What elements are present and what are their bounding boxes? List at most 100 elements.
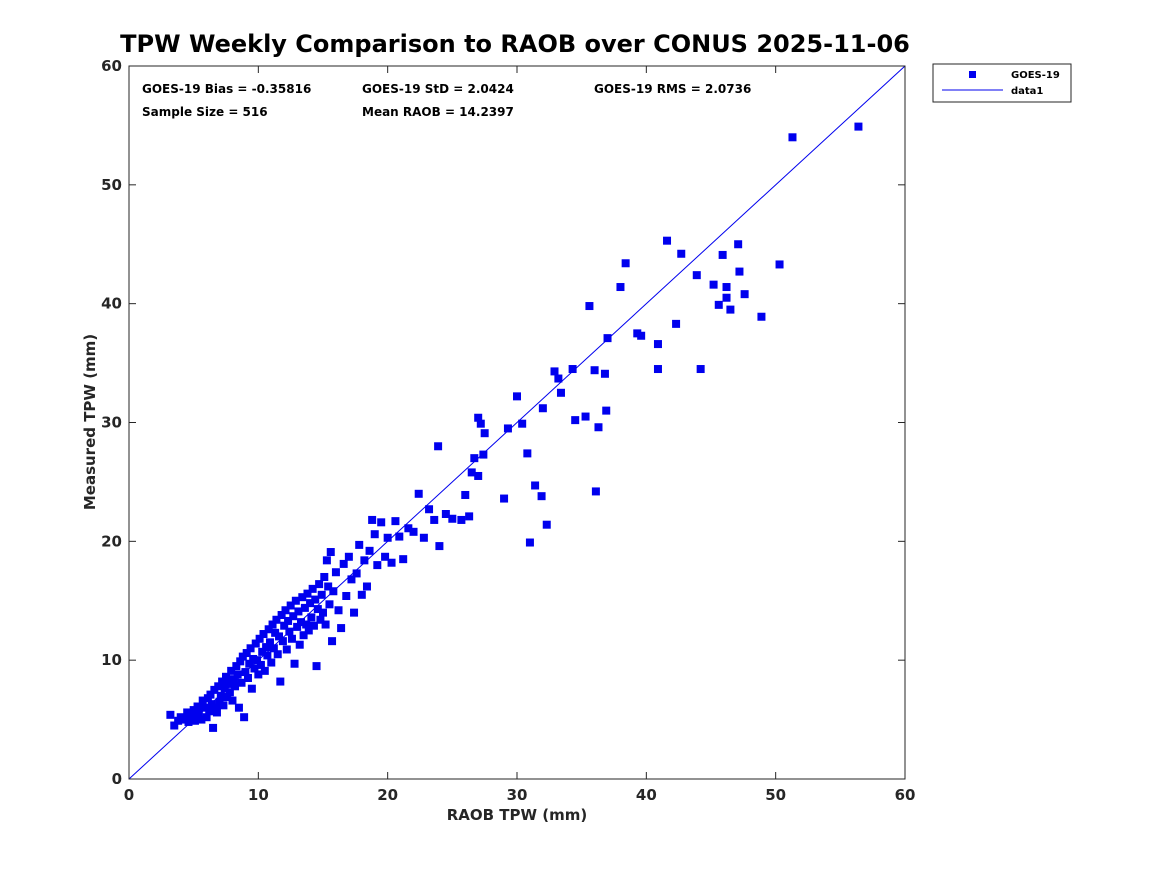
data-point — [229, 675, 238, 684]
data-point — [254, 670, 263, 679]
data-point — [328, 637, 337, 646]
data-point — [503, 424, 512, 433]
data-point — [419, 533, 428, 542]
data-point — [537, 492, 546, 501]
legend: GOES-19 data1 — [932, 63, 1072, 103]
data-point — [187, 712, 196, 721]
data-point — [480, 429, 489, 438]
data-point — [414, 489, 423, 498]
x-tick-label: 60 — [895, 786, 916, 804]
data-point — [206, 690, 215, 699]
data-point — [256, 660, 265, 669]
data-point — [383, 533, 392, 542]
data-point — [267, 658, 276, 667]
sample-size-annotation: Sample Size = 516 — [142, 105, 268, 119]
data-point — [325, 600, 334, 609]
data-point — [303, 589, 312, 598]
data-point — [347, 575, 356, 584]
data-point — [556, 388, 565, 397]
data-point — [523, 449, 532, 458]
scatter-points — [166, 122, 863, 732]
data-point — [282, 645, 291, 654]
data-point — [250, 664, 259, 673]
data-point — [166, 710, 175, 719]
data-point — [232, 662, 241, 671]
data-point — [513, 392, 521, 401]
data-point — [663, 236, 672, 245]
data-point — [722, 293, 731, 302]
data-point — [448, 514, 457, 523]
data-point — [500, 494, 509, 503]
data-point — [214, 682, 223, 691]
data-point — [242, 649, 251, 658]
data-point — [600, 369, 609, 378]
data-point — [262, 643, 271, 652]
data-point — [591, 487, 600, 496]
data-point — [273, 650, 282, 659]
x-tick-label: 20 — [377, 786, 398, 804]
data-point — [234, 703, 243, 712]
data-point — [465, 512, 474, 521]
data-point — [554, 374, 563, 383]
data-point — [568, 365, 577, 374]
x-axis-title: RAOB TPW (mm) — [447, 806, 588, 824]
data-point — [344, 552, 353, 561]
data-point — [212, 708, 221, 717]
data-point — [302, 620, 311, 629]
data-point — [236, 657, 245, 666]
mean-raob-annotation: Mean RAOB = 14.2397 — [362, 105, 514, 119]
data-point — [395, 532, 404, 541]
data-point — [457, 515, 466, 524]
data-point — [531, 481, 540, 490]
data-point — [331, 568, 340, 577]
data-point — [709, 280, 718, 289]
data-point — [227, 666, 236, 675]
data-point — [594, 423, 603, 432]
data-point — [275, 632, 284, 641]
data-point — [757, 312, 766, 321]
y-tick-label: 30 — [101, 414, 122, 432]
y-axis-title: Measured TPW (mm) — [81, 334, 99, 510]
y-tick-label: 10 — [101, 651, 122, 669]
data-point — [277, 611, 286, 620]
data-point — [218, 677, 227, 686]
data-point — [637, 331, 646, 340]
data-point — [286, 601, 295, 610]
data-point — [377, 518, 386, 527]
data-point — [342, 591, 351, 600]
data-point — [322, 556, 331, 565]
data-point — [365, 546, 374, 555]
data-point — [255, 634, 264, 643]
data-point — [243, 673, 252, 682]
data-point — [278, 637, 287, 646]
data-point — [281, 606, 290, 615]
data-point — [326, 548, 335, 557]
data-point — [198, 696, 207, 705]
data-point — [304, 626, 313, 635]
data-point — [435, 542, 444, 551]
data-point — [616, 283, 625, 292]
data-point — [399, 555, 408, 564]
data-point — [352, 569, 361, 578]
data-point — [317, 590, 326, 599]
data-point — [225, 688, 234, 697]
legend-box — [932, 63, 1072, 103]
y-tick-label: 0 — [112, 770, 122, 788]
data-point — [276, 677, 285, 686]
data-point — [788, 133, 797, 142]
data-point — [309, 621, 318, 630]
data-point — [260, 666, 269, 675]
data-point — [297, 618, 306, 627]
y-tick-label: 60 — [101, 57, 122, 75]
data-point — [246, 644, 255, 653]
data-point — [590, 366, 599, 375]
data-point — [211, 703, 220, 712]
data-point — [293, 622, 302, 631]
data-point — [425, 505, 434, 514]
data-point — [312, 662, 321, 671]
data-point — [470, 454, 479, 463]
data-point — [298, 593, 307, 602]
data-point — [381, 552, 390, 561]
data-point — [258, 647, 267, 656]
legend-marker-goes19 — [969, 71, 976, 78]
